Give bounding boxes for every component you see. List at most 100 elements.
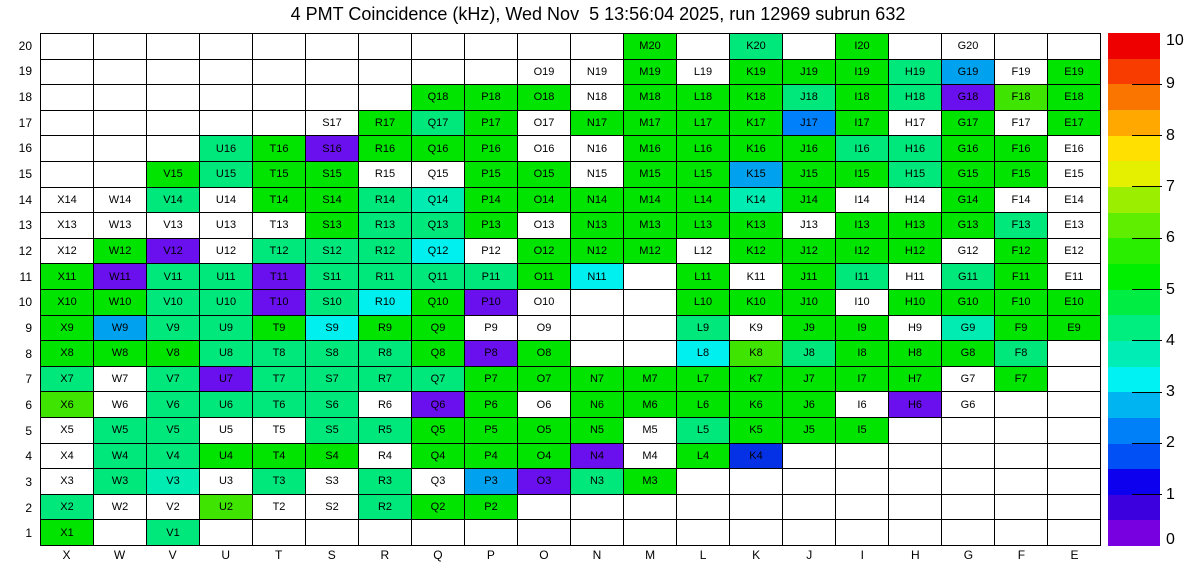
heatmap-cell-I7: I7: [836, 366, 889, 393]
heatmap-cell-F18: F18: [995, 85, 1048, 111]
heatmap-cell-empty: [41, 59, 94, 86]
colorbar-band: [1108, 469, 1160, 495]
colorbar-band: [1108, 135, 1160, 162]
heatmap-cell-K13: K13: [730, 213, 783, 239]
heatmap-cell-L5: L5: [677, 418, 730, 444]
heatmap-cell-empty: [836, 469, 889, 495]
heatmap-cell-K11: K11: [730, 264, 783, 290]
colorbar-tick: [1132, 442, 1162, 444]
heatmap-cell-K14: K14: [730, 187, 783, 214]
heatmap-cell-empty: [995, 392, 1048, 418]
heatmap-cell-U16: U16: [200, 136, 253, 162]
heatmap-cell-empty: [624, 341, 677, 367]
heatmap-cell-R5: R5: [359, 418, 412, 444]
heatmap-cell-empty: [1048, 366, 1101, 393]
heatmap-cell-P12: P12: [465, 238, 518, 265]
heatmap-cell-empty: [412, 59, 465, 86]
heatmap-cell-V9: V9: [147, 315, 200, 342]
heatmap-cell-M7: M7: [624, 366, 677, 393]
heatmap-cell-S16: S16: [306, 136, 359, 162]
heatmap-cell-U5: U5: [200, 418, 253, 444]
heatmap-cell-R14: R14: [359, 187, 412, 214]
colorbar-tick-label-10: 10: [1166, 32, 1184, 49]
heatmap-cell-L8: L8: [677, 341, 730, 367]
heatmap-cell-J12: J12: [783, 238, 836, 265]
heatmap-cell-empty: [253, 85, 306, 111]
heatmap-cell-X9: X9: [41, 315, 94, 342]
heatmap-cell-T14: T14: [253, 187, 306, 214]
heatmap-cell-empty: [624, 264, 677, 290]
heatmap-cell-P2: P2: [465, 494, 518, 521]
colorbar-tick: [1132, 289, 1162, 290]
heatmap-cell-H18: H18: [889, 85, 942, 111]
heatmap-cell-empty: [41, 136, 94, 162]
x-axis-label-F: F: [1017, 548, 1026, 562]
heatmap-cell-N15: N15: [571, 162, 624, 188]
heatmap-cell-V7: V7: [147, 366, 200, 393]
heatmap-cell-empty: [200, 520, 253, 546]
heatmap-cell-O4: O4: [518, 443, 571, 470]
heatmap-cell-R10: R10: [359, 290, 412, 316]
heatmap-cell-empty: [306, 85, 359, 111]
heatmap-cell-T13: T13: [253, 213, 306, 239]
colorbar-band: [1108, 84, 1160, 110]
heatmap-cell-empty: [942, 494, 995, 521]
heatmap-cell-empty: [677, 520, 730, 546]
heatmap-cell-empty: [889, 34, 942, 60]
heatmap-cell-M16: M16: [624, 136, 677, 162]
heatmap-cell-empty: [995, 34, 1048, 60]
colorbar-band: [1108, 33, 1160, 59]
heatmap-cell-R13: R13: [359, 213, 412, 239]
heatmap-cell-M4: M4: [624, 443, 677, 470]
heatmap-cell-Q15: Q15: [412, 162, 465, 188]
heatmap-cell-N13: N13: [571, 213, 624, 239]
heatmap-cell-U15: U15: [200, 162, 253, 188]
heatmap-cell-H11: H11: [889, 264, 942, 290]
colorbar-tick-label-2: 2: [1166, 434, 1175, 452]
colorbar-band: [1108, 161, 1160, 187]
heatmap-cell-empty: [147, 59, 200, 86]
heatmap-cell-V1: V1: [147, 520, 200, 546]
heatmap-cell-empty: [412, 520, 465, 546]
heatmap-cell-M18: M18: [624, 85, 677, 111]
heatmap-cell-S2: S2: [306, 494, 359, 521]
heatmap-cell-empty: [200, 59, 253, 86]
heatmap-cell-R3: R3: [359, 469, 412, 495]
heatmap-cell-empty: [889, 443, 942, 470]
y-axis-label-16: 16: [18, 141, 32, 156]
heatmap-cell-empty: [253, 59, 306, 86]
heatmap-cell-E17: E17: [1048, 110, 1101, 137]
heatmap-cell-empty: [995, 520, 1048, 546]
heatmap-cell-S12: S12: [306, 238, 359, 265]
heatmap-cell-J11: J11: [783, 264, 836, 290]
heatmap-cell-G13: G13: [942, 213, 995, 239]
x-axis-label-W: W: [113, 548, 126, 562]
heatmap-cell-S11: S11: [306, 264, 359, 290]
heatmap-cell-empty: [41, 34, 94, 60]
heatmap-cell-empty: [889, 520, 942, 546]
heatmap-cell-F7: F7: [995, 366, 1048, 393]
heatmap-cell-K18: K18: [730, 85, 783, 111]
heatmap-cell-empty: [306, 59, 359, 86]
heatmap-cell-E18: E18: [1048, 85, 1101, 111]
colorbar-tick: [1132, 340, 1162, 342]
heatmap-cell-W6: W6: [94, 392, 147, 418]
heatmap-cell-L15: L15: [677, 162, 730, 188]
heatmap-cell-empty: [571, 315, 624, 342]
heatmap-cell-N4: N4: [571, 443, 624, 470]
heatmap-cell-T12: T12: [253, 238, 306, 265]
colorbar-tick: [1132, 494, 1162, 496]
heatmap-cell-empty: [465, 34, 518, 60]
heatmap-cell-J9: J9: [783, 315, 836, 342]
heatmap-cell-G11: G11: [942, 264, 995, 290]
heatmap-cell-L11: L11: [677, 264, 730, 290]
heatmap-cell-V12: V12: [147, 238, 200, 265]
heatmap-cell-G19: G19: [942, 59, 995, 86]
heatmap-cell-U13: U13: [200, 213, 253, 239]
heatmap-cell-I20: I20: [836, 34, 889, 60]
heatmap-cell-T6: T6: [253, 392, 306, 418]
heatmap-cell-U14: U14: [200, 187, 253, 214]
x-axis-label-M: M: [645, 548, 656, 562]
heatmap-cell-empty: [1048, 469, 1101, 495]
heatmap-cell-R4: R4: [359, 443, 412, 470]
